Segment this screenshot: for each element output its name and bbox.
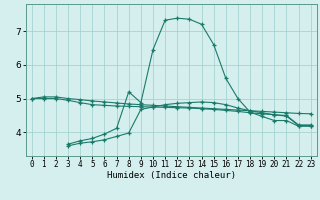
X-axis label: Humidex (Indice chaleur): Humidex (Indice chaleur) (107, 171, 236, 180)
